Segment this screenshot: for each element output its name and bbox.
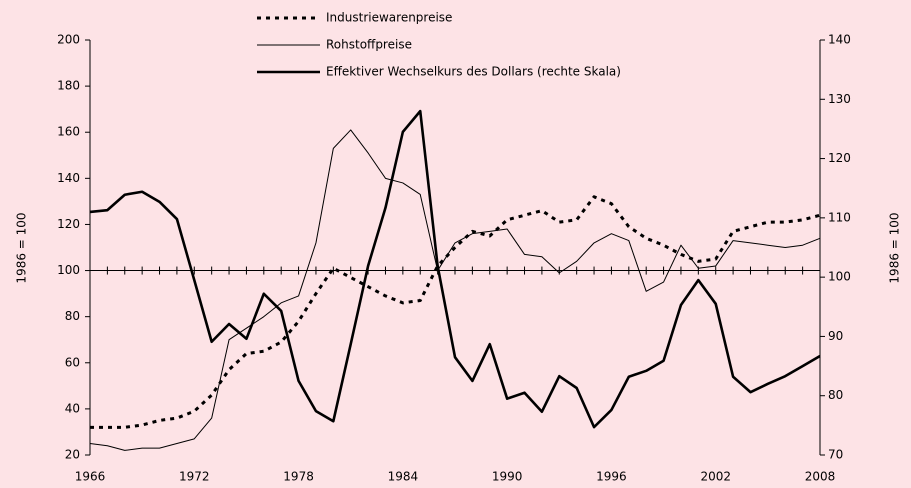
series-line: [90, 195, 821, 429]
y2-axis-label: 1986 = 100: [888, 212, 902, 283]
legend-label: Effektiver Wechselkurs des Dollars (rech…: [326, 65, 621, 79]
y-tick-label: 200: [57, 33, 80, 47]
x-tick-label: 2008: [805, 470, 836, 484]
y2-tick-label: 100: [828, 270, 851, 284]
legend-label: Rohstoffpreise: [326, 38, 412, 52]
y2-tick-label: 90: [828, 329, 843, 343]
y2-tick-label: 130: [828, 92, 851, 106]
series-line: [89, 109, 821, 429]
y-tick-label: 20: [65, 448, 80, 462]
y-tick-label: 180: [57, 79, 80, 93]
y2-tick-label: 70: [828, 448, 843, 462]
y-tick-label: 80: [65, 309, 80, 323]
y-tick-label: 160: [57, 125, 80, 139]
y-tick-label: 140: [57, 171, 80, 185]
x-tick-label: 1984: [388, 470, 419, 484]
x-tick-label: 1966: [75, 470, 106, 484]
legend-label: Industriewarenpreise: [326, 11, 452, 25]
series-line: [89, 129, 821, 451]
y-axis-label: 1986 = 100: [15, 212, 29, 283]
y-tick-label: 120: [57, 217, 80, 231]
y2-tick-label: 80: [828, 388, 843, 402]
x-tick-label: 1996: [596, 470, 627, 484]
y2-tick-label: 110: [828, 210, 851, 224]
x-tick-label: 1978: [283, 470, 314, 484]
y-tick-label: 100: [57, 263, 80, 277]
y2-tick-label: 120: [828, 151, 851, 165]
x-tick-label: 1990: [492, 470, 523, 484]
y2-tick-label: 140: [828, 33, 851, 47]
y-tick-label: 40: [65, 401, 80, 415]
y-tick-label: 60: [65, 355, 80, 369]
x-tick-label: 2002: [700, 470, 731, 484]
x-tick-label: 1972: [179, 470, 210, 484]
